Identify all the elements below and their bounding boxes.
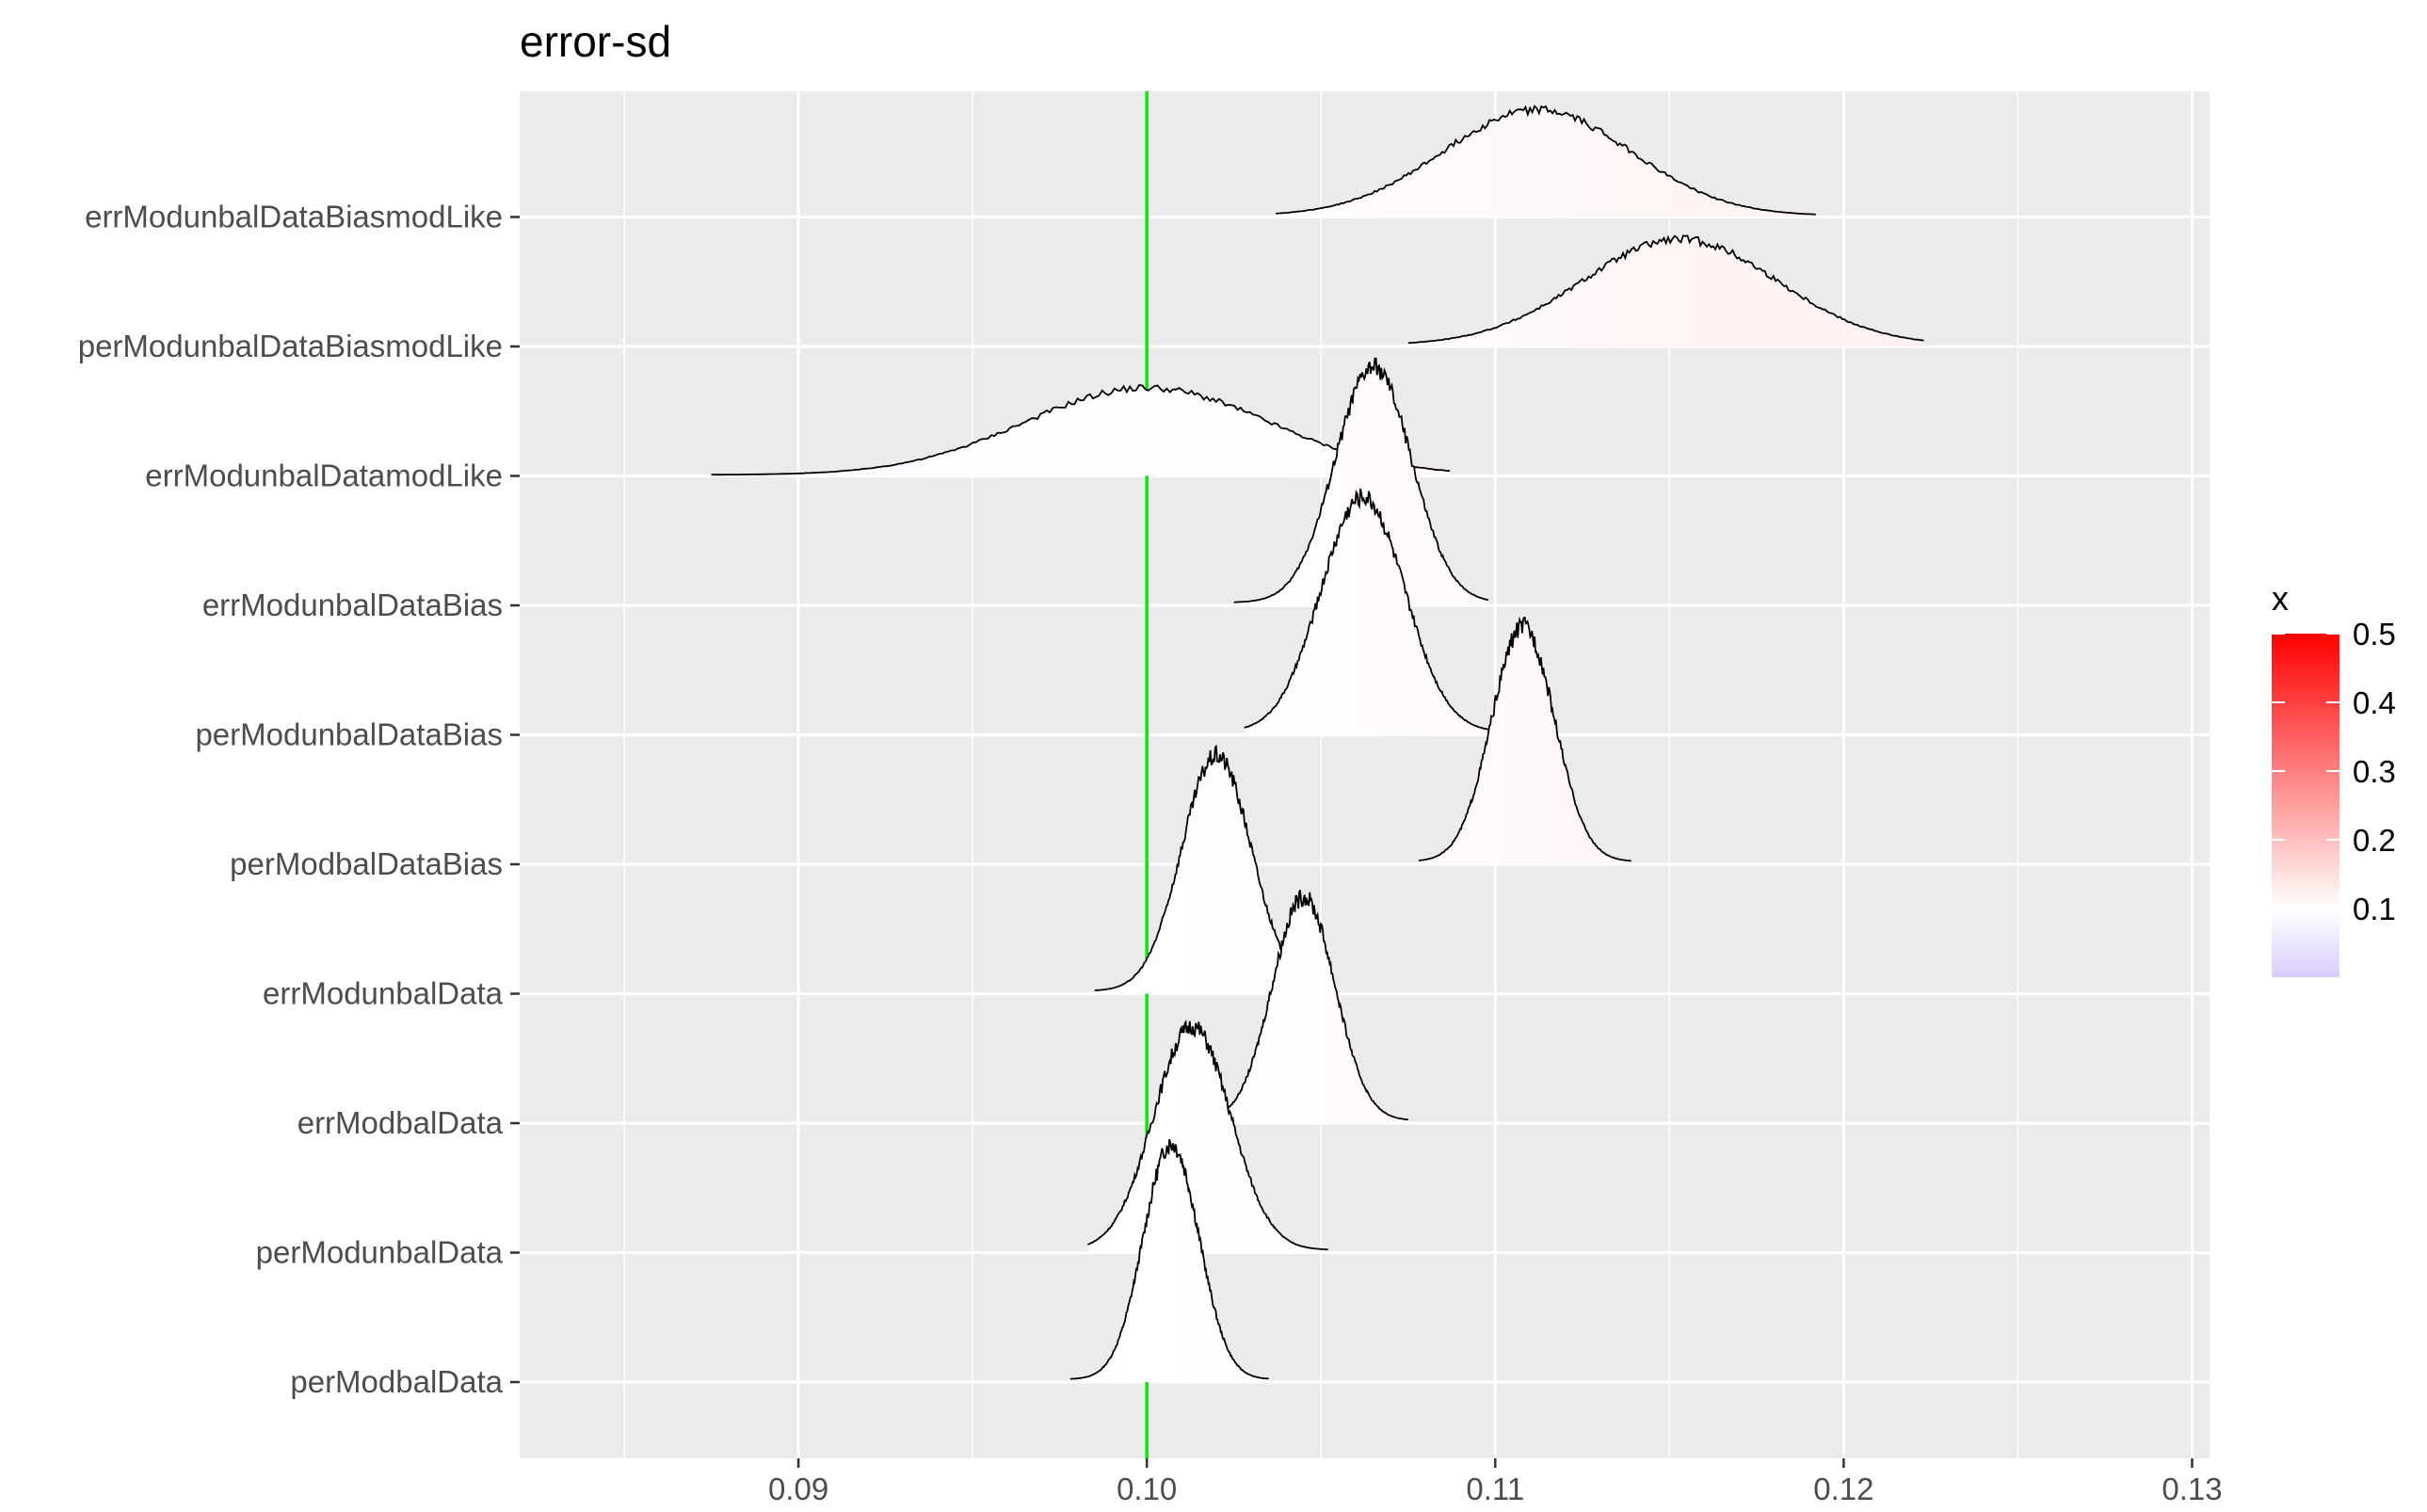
legend-colorbar xyxy=(2272,634,2339,977)
legend-tick-label: 0.1 xyxy=(2353,892,2396,926)
ridge-fill-perModunbalData xyxy=(1087,1021,1328,1253)
y-axis: perModbalData perModunbalData errModbalDat… xyxy=(78,200,520,1399)
y-tick-label: errModunbalDatamodLike xyxy=(145,458,503,493)
x-tick-label: 0.13 xyxy=(2162,1472,2222,1506)
legend-title: x xyxy=(2272,579,2289,618)
ridge-line-errModunbalDataBias xyxy=(1233,357,1488,603)
y-tick-label: perModunbalDataBias xyxy=(195,717,503,752)
density-ridges xyxy=(711,105,1924,1382)
y-tick-label: errModunbalDataBias xyxy=(202,587,503,622)
ridge-line-errModunbalDataBiasmodLike xyxy=(1276,105,1816,216)
y-tick-label: perModbalDataBias xyxy=(230,846,503,881)
ridge-line-errModunbalDatamodLike xyxy=(711,384,1451,476)
ridge-line-perModunbalData xyxy=(1086,1019,1328,1251)
y-tick-label: perModbalData xyxy=(290,1364,503,1399)
legend-tick-label: 0.2 xyxy=(2353,823,2396,858)
ridge-line-perModbalData xyxy=(1069,1138,1269,1380)
plot-panel xyxy=(520,91,2210,1458)
x-tick-label: 0.11 xyxy=(1466,1472,1524,1506)
y-tick-label: perModunbalDataBiasmodLike xyxy=(78,329,503,363)
ridge-line-perModunbalDataBiasmodLike xyxy=(1407,234,1924,345)
x-tick-label: 0.09 xyxy=(768,1472,828,1506)
ridge-fill-errModunbalDatamodLike xyxy=(711,385,1451,476)
ridge-fill-errModunbalDataBiasmodLike xyxy=(1276,105,1816,217)
legend-tick-label: 0.3 xyxy=(2353,754,2396,789)
ridge-fill-errModunbalDataBias xyxy=(1233,358,1488,605)
y-tick-label: errModunbalDataBiasmodLike xyxy=(85,200,503,234)
chart-title: error-sd xyxy=(520,17,671,66)
y-tick-label: perModunbalData xyxy=(256,1235,504,1270)
y-tick-label: errModbalData xyxy=(297,1105,504,1140)
ridge-fill-perModunbalDataBiasmodLike xyxy=(1407,235,1924,346)
ridge-line-perModbalDataBias xyxy=(1418,616,1631,862)
ridge-fill-errModunbalData xyxy=(1094,746,1328,994)
legend-tick-label: 0.5 xyxy=(2353,617,2396,651)
x-axis: 0.09 0.10 0.11 0.12 0.13 xyxy=(768,1458,2223,1506)
ridge-fill-perModunbalDataBias xyxy=(1244,489,1496,735)
ridge-line-errModbalData xyxy=(1198,890,1408,1121)
legend-tick-label: 0.4 xyxy=(2353,685,2396,720)
x-tick-label: 0.10 xyxy=(1117,1472,1177,1506)
ridge-line-perModunbalDataBias xyxy=(1244,489,1496,732)
color-legend: x 0.1 0.2 0.3 0.4 0.5 xyxy=(2272,579,2396,977)
y-tick-label: errModunbalData xyxy=(263,976,504,1011)
x-tick-label: 0.12 xyxy=(1813,1472,1873,1506)
ridge-fill-perModbalData xyxy=(1069,1139,1269,1382)
